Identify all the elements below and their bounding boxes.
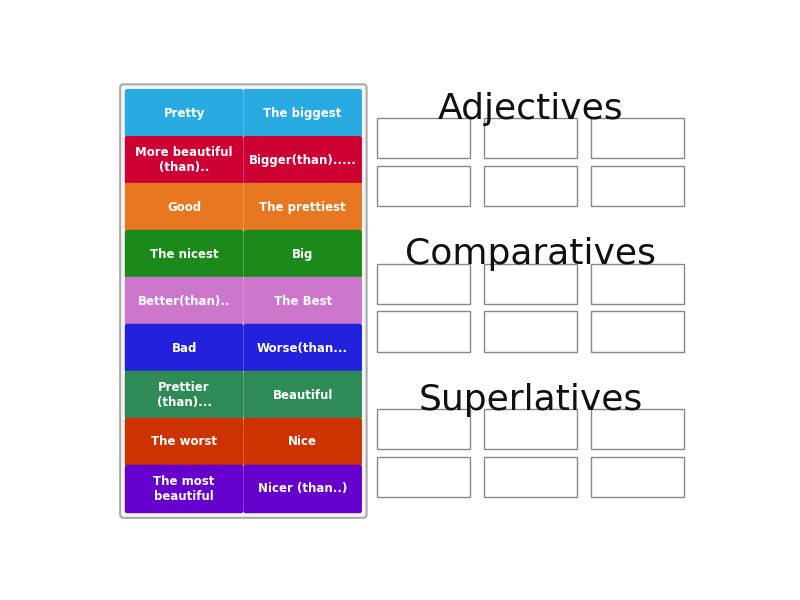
FancyBboxPatch shape xyxy=(591,311,684,352)
FancyBboxPatch shape xyxy=(125,418,243,466)
Text: The most
beautiful: The most beautiful xyxy=(154,475,214,503)
FancyBboxPatch shape xyxy=(378,118,470,158)
FancyBboxPatch shape xyxy=(120,85,366,518)
Text: The biggest: The biggest xyxy=(263,107,342,119)
Text: Adjectives: Adjectives xyxy=(438,92,624,126)
FancyBboxPatch shape xyxy=(378,457,470,497)
FancyBboxPatch shape xyxy=(243,324,362,372)
FancyBboxPatch shape xyxy=(591,409,684,449)
FancyBboxPatch shape xyxy=(125,89,243,137)
FancyBboxPatch shape xyxy=(485,264,578,304)
FancyBboxPatch shape xyxy=(378,409,470,449)
Text: The nicest: The nicest xyxy=(150,248,218,260)
FancyBboxPatch shape xyxy=(485,166,578,206)
FancyBboxPatch shape xyxy=(243,464,362,513)
FancyBboxPatch shape xyxy=(485,457,578,497)
Text: Superlatives: Superlatives xyxy=(418,383,643,417)
Text: Worse(than...: Worse(than... xyxy=(257,341,348,355)
FancyBboxPatch shape xyxy=(243,418,362,466)
FancyBboxPatch shape xyxy=(378,264,470,304)
FancyBboxPatch shape xyxy=(591,166,684,206)
FancyBboxPatch shape xyxy=(125,277,243,325)
Text: Pretty: Pretty xyxy=(163,107,205,119)
Text: Good: Good xyxy=(167,200,201,214)
FancyBboxPatch shape xyxy=(591,264,684,304)
FancyBboxPatch shape xyxy=(243,183,362,232)
FancyBboxPatch shape xyxy=(485,311,578,352)
FancyBboxPatch shape xyxy=(125,324,243,372)
FancyBboxPatch shape xyxy=(125,230,243,278)
FancyBboxPatch shape xyxy=(485,118,578,158)
FancyBboxPatch shape xyxy=(378,166,470,206)
FancyBboxPatch shape xyxy=(243,136,362,184)
Text: Beautiful: Beautiful xyxy=(273,389,333,401)
FancyBboxPatch shape xyxy=(125,183,243,232)
FancyBboxPatch shape xyxy=(485,409,578,449)
FancyBboxPatch shape xyxy=(243,89,362,137)
FancyBboxPatch shape xyxy=(243,277,362,325)
FancyBboxPatch shape xyxy=(125,136,243,184)
Text: Nicer (than..): Nicer (than..) xyxy=(258,482,347,496)
Text: The worst: The worst xyxy=(151,436,217,448)
Text: Nice: Nice xyxy=(288,436,317,448)
Text: Big: Big xyxy=(292,248,314,260)
FancyBboxPatch shape xyxy=(591,457,684,497)
Text: Comparatives: Comparatives xyxy=(406,238,656,271)
FancyBboxPatch shape xyxy=(125,464,243,513)
Text: More beautiful
(than)..: More beautiful (than).. xyxy=(135,146,233,174)
Text: Prettier
(than)...: Prettier (than)... xyxy=(157,381,211,409)
FancyBboxPatch shape xyxy=(243,371,362,419)
Text: Better(than)..: Better(than).. xyxy=(138,295,230,308)
Text: The prettiest: The prettiest xyxy=(259,200,346,214)
FancyBboxPatch shape xyxy=(243,230,362,278)
FancyBboxPatch shape xyxy=(591,118,684,158)
Text: Bigger(than).....: Bigger(than)..... xyxy=(249,154,357,167)
Text: Bad: Bad xyxy=(171,341,197,355)
FancyBboxPatch shape xyxy=(125,371,243,419)
Text: The Best: The Best xyxy=(274,295,332,308)
FancyBboxPatch shape xyxy=(378,311,470,352)
